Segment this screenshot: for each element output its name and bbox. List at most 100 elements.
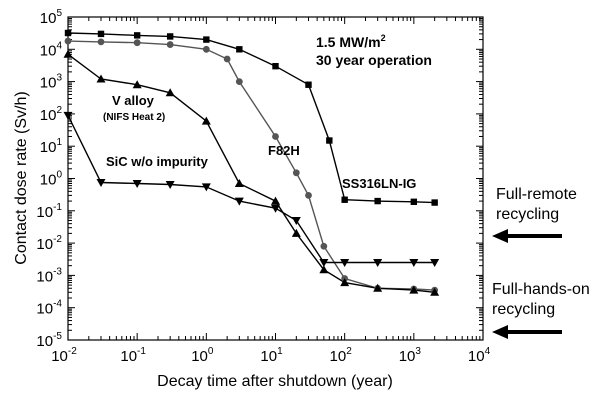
data-point xyxy=(320,242,328,250)
y-tick-label: 100 xyxy=(40,170,63,189)
data-point xyxy=(292,169,300,177)
data-point xyxy=(201,183,211,192)
x-tick-label-base: 10 xyxy=(260,348,277,365)
y-tick-label-exp: 0 xyxy=(56,170,62,181)
x-tick-label-exp: 2 xyxy=(346,346,352,357)
data-point xyxy=(373,259,383,268)
data-point xyxy=(319,259,329,268)
x-tick-label-exp: 1 xyxy=(277,346,283,357)
data-point xyxy=(132,180,142,189)
series-label-sic: SiC w/o impurity xyxy=(106,154,209,169)
side-label-remote-line-2: recycling xyxy=(496,206,559,223)
x-tick-label-base: 10 xyxy=(399,348,416,365)
data-point xyxy=(431,199,438,206)
data-point xyxy=(340,259,350,268)
x-tick-label-base: 10 xyxy=(191,348,208,365)
data-point xyxy=(272,62,279,70)
y-tick-label-base: 10 xyxy=(36,236,53,253)
y-tick-label-exp: -5 xyxy=(53,331,62,342)
side-label-remote-line-1: Full-remote xyxy=(496,186,577,203)
y-tick-label-exp: 1 xyxy=(56,137,62,148)
side-label-handson-line-1: Full-hands-on xyxy=(492,281,590,298)
y-tick-label-base: 10 xyxy=(40,107,57,124)
data-point xyxy=(326,137,333,144)
y-tick-label: 10-5 xyxy=(36,331,62,350)
annotation-line-1-text: 1.5 MW/m xyxy=(316,34,381,50)
y-tick-label: 10-4 xyxy=(36,299,62,318)
y-tick-label-exp: 3 xyxy=(56,73,62,84)
y-tick-label-exp: -2 xyxy=(53,234,62,245)
y-tick-label: 104 xyxy=(40,40,63,59)
data-point xyxy=(133,39,141,47)
series-sublabel-v-alloy: (NIFS Heat 2) xyxy=(103,112,165,123)
data-point xyxy=(272,133,279,140)
data-point xyxy=(64,37,72,45)
data-point xyxy=(291,228,301,237)
data-point xyxy=(409,259,419,268)
y-tick-label: 103 xyxy=(40,73,63,92)
data-point xyxy=(96,74,106,83)
x-tick-label: 10-1 xyxy=(120,346,146,365)
y-axis-label: Contact dose rate (Sv/h) xyxy=(13,91,30,264)
x-tick-label: 103 xyxy=(399,346,422,365)
data-point xyxy=(410,198,418,205)
x-tick-label-exp: 4 xyxy=(485,346,491,357)
y-tick-label-base: 10 xyxy=(40,139,57,156)
y-tick-label-base: 10 xyxy=(36,301,53,318)
data-point xyxy=(430,287,440,296)
y-tick-label-base: 10 xyxy=(36,204,53,221)
data-point xyxy=(236,46,243,53)
x-tick-label-base: 10 xyxy=(330,348,347,365)
x-tick-label: 102 xyxy=(330,346,353,365)
x-tick-label-exp: -1 xyxy=(137,346,146,357)
x-tick-label: 10-2 xyxy=(51,346,77,365)
data-point xyxy=(374,197,381,205)
data-point xyxy=(319,265,329,274)
arrow-handson-icon xyxy=(492,325,562,339)
series-line-2 xyxy=(67,53,435,293)
series-label-v-alloy: V alloy xyxy=(112,93,155,108)
y-tick-label: 10-1 xyxy=(36,202,62,221)
annotation-line-1: 1.5 MW/m2 xyxy=(316,33,386,50)
data-point xyxy=(202,45,210,53)
x-tick-label: 104 xyxy=(468,346,491,365)
y-tick-label-exp: 4 xyxy=(56,40,62,51)
annotation-line-2: 30 year operation xyxy=(316,52,432,68)
data-point xyxy=(97,38,105,46)
data-point xyxy=(96,179,106,188)
series-markers xyxy=(63,29,440,296)
x-tick-label-base: 10 xyxy=(51,348,68,365)
data-point xyxy=(373,283,383,292)
x-tick-label-exp: 0 xyxy=(208,346,214,357)
data-point xyxy=(132,80,142,89)
data-point xyxy=(165,181,175,190)
data-point xyxy=(64,29,72,37)
series-label-ss316: SS316LN-IG xyxy=(342,176,416,191)
data-point xyxy=(305,191,312,199)
y-tick-label: 102 xyxy=(40,105,63,124)
data-point xyxy=(291,217,301,226)
annotation-line-1-sup: 2 xyxy=(381,33,386,43)
data-point xyxy=(430,259,440,268)
y-tick-label: 10-2 xyxy=(36,234,62,253)
arrow-remote-icon xyxy=(492,229,562,243)
data-point xyxy=(203,36,210,43)
data-point xyxy=(271,204,280,213)
y-tick-label-exp: -4 xyxy=(53,299,62,310)
x-tick-label: 101 xyxy=(260,346,283,365)
y-tick-label: 10-3 xyxy=(36,266,62,285)
data-point xyxy=(63,49,73,58)
data-point xyxy=(235,78,243,85)
data-point xyxy=(234,179,244,188)
y-tick-label-exp: -1 xyxy=(53,202,62,213)
data-point xyxy=(223,55,231,63)
y-tick-label-exp: 2 xyxy=(56,105,62,116)
y-tick-label: 105 xyxy=(40,8,63,27)
x-tick-label-exp: -2 xyxy=(68,346,77,357)
series-label-f82h: F82H xyxy=(268,143,300,158)
data-point xyxy=(133,32,141,39)
data-point xyxy=(166,33,174,40)
data-point xyxy=(341,196,348,203)
